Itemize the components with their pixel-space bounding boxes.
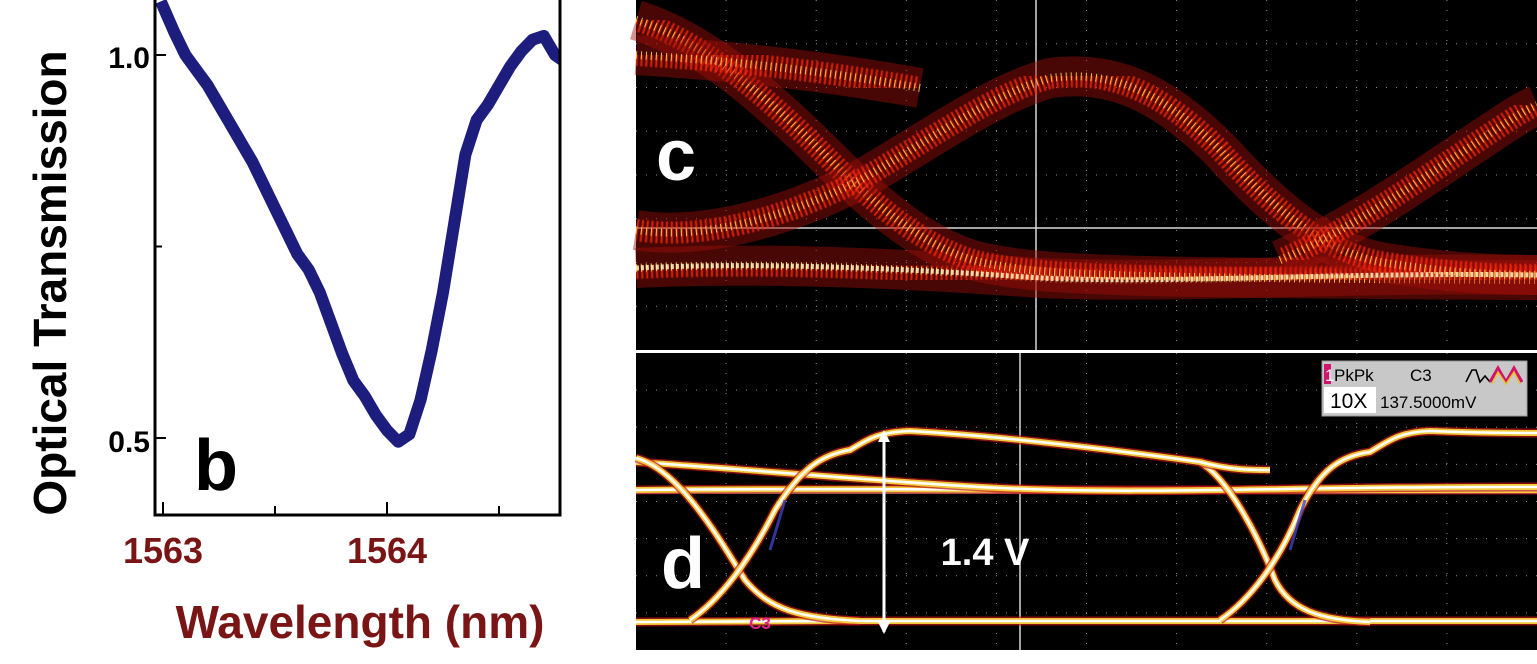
x-axis-label: Wavelength (nm) [176, 596, 545, 648]
waveform-color-icon [1488, 364, 1524, 386]
measurement-readout: 1 PkPk C3 10X 137.5000mV [1321, 360, 1528, 417]
readout-measure: PkPk [1334, 366, 1374, 385]
readout-value: 137.5000mV [1380, 393, 1477, 412]
transmission-chart: Optical Transmission 1.0 0.5 1563 1564 W… [24, 0, 562, 648]
electrical-eye-diagram: 1.4 V C3 1 PkPk C3 10X 137.5000mV d [634, 353, 1537, 650]
y-tick-label-0.5: 0.5 [108, 426, 150, 459]
readout-probe: 10X [1330, 390, 1367, 413]
x-tick-label-1563: 1563 [123, 530, 203, 571]
y-axis-label: Optical Transmission [24, 50, 76, 515]
readout-index: 1 [1325, 366, 1334, 385]
plot-frame [153, 0, 562, 517]
panel-label-c: c [656, 116, 696, 196]
panel-label-d: d [661, 524, 705, 604]
amplitude-marker [878, 430, 890, 634]
readout-channel: C3 [1410, 366, 1432, 385]
eye-traces-c [629, 0, 1537, 300]
transmission-series [155, 0, 560, 448]
transmission-line [155, 0, 560, 448]
panel-label-b: b [194, 426, 238, 506]
waveform-icon [1465, 369, 1491, 384]
amplitude-label: 1.4 V [941, 532, 1030, 574]
channel-marker: C3 [749, 614, 771, 633]
optical-eye-diagram: c [629, 0, 1537, 350]
x-tick-label-1564: 1564 [347, 530, 427, 571]
y-tick-label-1.0: 1.0 [108, 42, 150, 75]
eye-traces-d [634, 426, 1537, 627]
